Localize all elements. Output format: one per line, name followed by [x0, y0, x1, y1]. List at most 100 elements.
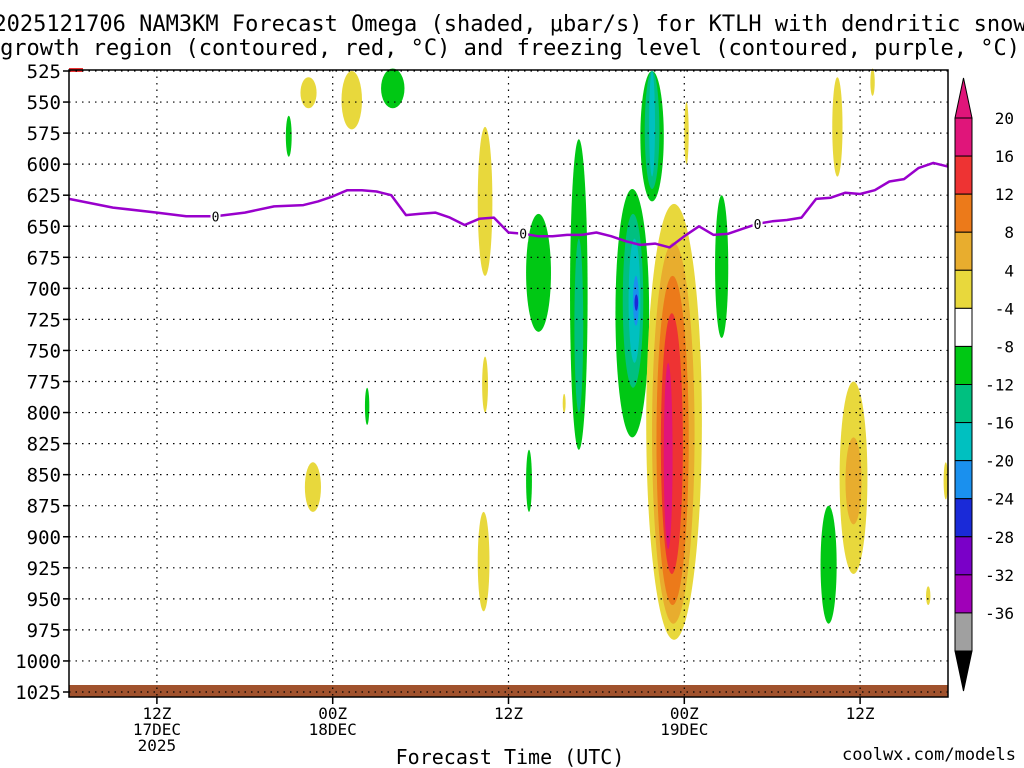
colorbar-top-arrow: [954, 77, 973, 119]
x-tick-label: 17DEC: [133, 720, 181, 739]
colorbar-label: -16: [985, 414, 1014, 433]
colorbar-label: 20: [995, 109, 1014, 128]
omega-region-20: [663, 362, 673, 550]
colorbar-cell: [954, 231, 973, 271]
omega-region-4: [482, 356, 488, 413]
freezing-level-label: 0: [519, 228, 527, 243]
colorbar-cell: [954, 155, 973, 195]
omega-region-4: [341, 71, 362, 130]
omega-region-4: [832, 77, 843, 177]
omega-region-4: [562, 393, 566, 413]
chart-title-line2: growth region (contoured, red, °C) and f…: [0, 36, 1020, 61]
colorbar-cell: [954, 612, 973, 652]
x-tick-label: 12Z: [142, 704, 171, 723]
colorbar-cell: [954, 460, 973, 500]
y-tick-label: 925: [27, 558, 61, 580]
colorbar-label: -12: [985, 376, 1014, 395]
y-tick-label: 800: [27, 403, 61, 425]
x-tick-label: 2025: [138, 736, 177, 755]
colorbar-cell: [954, 498, 973, 538]
y-tick-label: 775: [27, 372, 61, 394]
freezing-label-bg: [210, 208, 221, 225]
colorbar-cell: [954, 193, 973, 233]
omega-region--4: [381, 68, 405, 109]
colorbar-cell: [954, 384, 973, 424]
x-tick-label: 19DEC: [660, 720, 708, 739]
omega-region--4: [820, 505, 837, 624]
omega-region-4: [477, 126, 493, 276]
omega-region--4: [526, 213, 551, 332]
y-tick-label: 825: [27, 434, 61, 456]
freezing-level: 0 0 0: [68, 161, 949, 249]
chart-title-line1: 2025121706 NAM3KM Forecast Omega (shaded…: [0, 12, 1024, 37]
omega-region--8: [574, 238, 584, 413]
omega-region--12: [649, 71, 655, 177]
colorbar-bottom-arrow: [954, 650, 973, 692]
omega-region-4: [304, 462, 321, 512]
ground-surface: [69, 685, 948, 697]
colorbar-cell: [954, 536, 973, 576]
y-tick-label: 975: [27, 620, 61, 642]
colorbar-cell: [954, 574, 973, 614]
omega-shading: [285, 68, 948, 640]
colorbar-cell: [954, 307, 973, 347]
omega-region-4: [300, 77, 317, 109]
y-tick-label: 950: [27, 589, 61, 611]
x-tick-label: 00Z: [670, 704, 699, 723]
y-tick-label: 875: [27, 496, 61, 518]
y-tick-label: 700: [27, 278, 61, 300]
colorbar-label: -28: [985, 528, 1014, 547]
y-axis: 525 550 575 600 625 650 675 700 725 750 775 800 825 8…: [15, 61, 69, 704]
y-tick-label: 575: [27, 123, 61, 145]
omega-region-4: [477, 511, 490, 612]
freezing-label-bg: [752, 215, 763, 232]
colorbar-label: -20: [985, 452, 1014, 471]
colorbar-label: 4: [1004, 261, 1014, 280]
y-tick-label: 525: [27, 61, 61, 83]
y-tick-label: 900: [27, 527, 61, 549]
credit-link[interactable]: coolwx.com/models: [842, 745, 1016, 765]
colorbar-label: -36: [985, 604, 1014, 623]
omega-region-4: [684, 102, 689, 165]
x-tick-label: 12Z: [846, 704, 875, 723]
colorbar-label: -4: [995, 299, 1014, 318]
omega-region--4: [285, 115, 292, 157]
gridlines: [69, 70, 948, 697]
freezing-level-label: 0: [754, 218, 762, 233]
y-tick-label: 1025: [15, 682, 61, 704]
y-tick-label: 1000: [15, 651, 61, 673]
omega-region--20: [634, 294, 639, 311]
y-tick-label: 850: [27, 465, 61, 487]
freezing-level-label: 0: [212, 210, 220, 225]
omega-region--4: [364, 387, 370, 425]
y-tick-label: 625: [27, 185, 61, 207]
colorbar: 20 16 12 8 4 -4 -8 -12 -16 -20 -24 -28 -32 -36: [954, 77, 1014, 692]
omega-region--4: [526, 449, 532, 512]
y-tick-label: 675: [27, 247, 61, 269]
x-tick-label: 00Z: [318, 704, 347, 723]
x-tick-label: 12Z: [494, 704, 523, 723]
colorbar-cell: [954, 345, 973, 385]
omega-region-4: [943, 462, 948, 500]
colorbar-label: -24: [985, 490, 1014, 509]
freezing-label-bg: [518, 225, 529, 242]
colorbar-label: 8: [1004, 223, 1014, 242]
omega-region-8: [845, 437, 862, 525]
y-tick-label: 650: [27, 216, 61, 238]
y-tick-label: 725: [27, 309, 61, 331]
colorbar-label: 12: [995, 185, 1014, 204]
colorbar-label: -8: [995, 337, 1014, 356]
y-tick-label: 550: [27, 92, 61, 114]
y-tick-label: 600: [27, 154, 61, 176]
omega-region-4: [926, 586, 931, 606]
x-tick-label: 18DEC: [309, 720, 357, 739]
freezing-level-line: [68, 161, 949, 249]
colorbar-label: -32: [985, 566, 1014, 585]
y-tick-label: 750: [27, 340, 61, 362]
omega-region--4: [715, 195, 729, 339]
colorbar-label: 16: [995, 147, 1014, 166]
colorbar-cell: [954, 269, 973, 309]
x-axis-title: Forecast Time (UTC): [396, 745, 625, 768]
